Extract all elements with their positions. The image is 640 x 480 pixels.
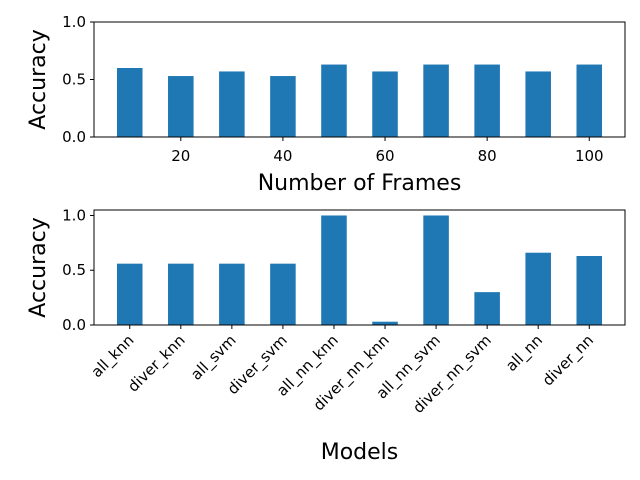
models-y-tick-label: 0.0 <box>62 316 86 334</box>
models-y-axis-label: Accuracy <box>26 217 51 317</box>
frames-bar <box>474 64 500 137</box>
models-bar <box>321 215 347 325</box>
frames-y-axis-label: Accuracy <box>26 29 51 129</box>
models-bar <box>270 263 296 325</box>
frames-x-tick-label: 40 <box>273 147 292 165</box>
models-x-ticks: all_knndiver_knnall_svmdiver_svmall_nn_k… <box>88 325 598 418</box>
models-y-tick-label: 1.0 <box>62 206 86 224</box>
frames-bar <box>525 71 551 137</box>
frames-x-tick-label: 100 <box>575 147 604 165</box>
models-bar <box>474 292 500 325</box>
models-x-tick-label: all_knn <box>88 331 139 382</box>
frames-bar <box>219 71 245 137</box>
frames-x-axis-label: Number of Frames <box>258 171 462 196</box>
frames-bar <box>423 64 449 137</box>
frames-y-tick-label: 1.0 <box>62 13 86 31</box>
models-bar <box>219 263 245 325</box>
models-x-axis-label: Models <box>321 440 399 465</box>
models-plot-frame <box>93 209 626 326</box>
models-bar <box>372 321 398 325</box>
frames-bars <box>116 64 603 137</box>
frames-plot-frame <box>93 21 626 138</box>
frames-bar <box>168 76 194 137</box>
frames-bar <box>576 64 603 137</box>
chart-models: all_knndiver_knnall_svmdiver_svmall_nn_k… <box>26 206 626 465</box>
frames-bar <box>116 68 143 137</box>
frames-x-tick-label: 80 <box>478 147 497 165</box>
models-bar <box>116 263 143 325</box>
frames-bar <box>321 64 347 137</box>
frames-y-tick-label: 0.0 <box>62 128 86 146</box>
models-bars <box>116 215 603 325</box>
models-bar <box>576 256 603 325</box>
models-x-tick-label: diver_nn <box>539 331 598 390</box>
models-bar <box>423 215 449 325</box>
chart-frames: 20 40 60 80 100 0.0 0.5 1.0 Number of Frames A… <box>26 13 626 196</box>
frames-x-tick-label: 60 <box>375 147 394 165</box>
frames-y-ticks: 0.0 0.5 1.0 <box>62 13 94 146</box>
frames-bar <box>372 71 398 137</box>
models-bar <box>168 263 194 325</box>
models-bar <box>525 252 551 325</box>
frames-bar <box>270 76 296 137</box>
frames-x-tick-label: 20 <box>171 147 190 165</box>
models-x-tick-label: all_nn <box>502 331 547 376</box>
frames-x-ticks: 20 40 60 80 100 <box>171 137 604 165</box>
models-y-ticks: 0.0 0.5 1.0 <box>62 206 94 334</box>
frames-y-tick-label: 0.5 <box>62 71 86 89</box>
models-y-tick-label: 0.5 <box>62 261 86 279</box>
